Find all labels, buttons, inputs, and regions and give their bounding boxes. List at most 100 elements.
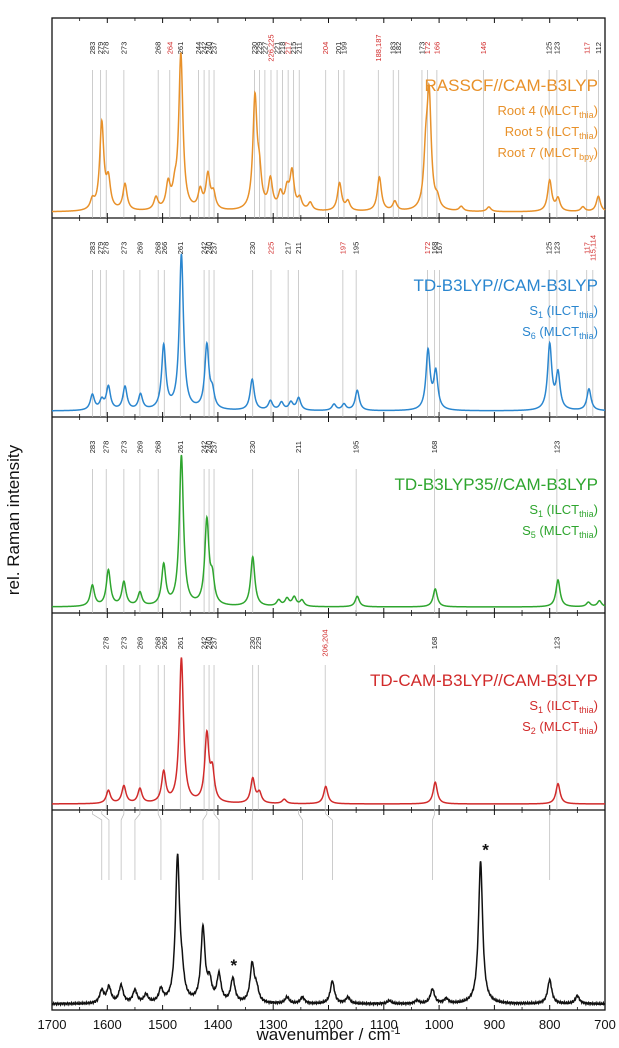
mode-label: 240 [205,242,214,255]
correlation-line [298,810,303,880]
mode-label: 261 [176,42,185,55]
mode-label: 268 [154,42,163,55]
panel-legend-entry: Root 4 (MLCTthia) [498,103,599,120]
mode-label: 195 [352,242,361,255]
x-tick-label: 1100 [370,1017,398,1032]
x-axis-label: wavenumber / cm-1 [256,1025,401,1044]
correlation-line [213,810,220,880]
mode-label: 123 [552,441,561,454]
mode-label: 242 [200,42,209,55]
mode-label: 125 [545,242,554,255]
panel-title: TD-B3LYP35//CAM-B3LYP [395,475,598,494]
mode-label: 240 [205,42,214,55]
mode-label: 188,187 [374,34,383,61]
mode-label: 211 [294,242,303,254]
mode-label: 230 [248,441,257,454]
mode-label: 268 [154,242,163,255]
mode-label: 168 [430,441,439,454]
mode-label: 112 [594,42,603,54]
mode-label: 167 [435,242,444,255]
panel-title: TD-CAM-B3LYP//CAM-B3LYP [370,671,598,690]
correlation-line [432,810,436,880]
mode-label: 237 [210,637,219,650]
mode-label: 197 [338,242,347,255]
correlation-line [120,810,125,880]
panel-legend-entry: S2 (MLCTthia) [522,719,598,736]
mode-label: 217 [284,42,293,55]
mode-label: 173 [417,42,426,55]
panel-experiment: ** [51,840,606,1007]
mode-label: 168 [430,242,439,255]
mode-label: 283 [88,441,97,454]
x-tick-label: 800 [539,1017,561,1032]
mode-label: 268 [154,441,163,454]
mode-label: 168 [430,637,439,650]
x-tick-label: 1300 [259,1017,288,1032]
mode-label: 227 [260,42,269,55]
mode-label: 183 [389,42,398,55]
mode-label: 283 [88,242,97,255]
mode-label: 279 [96,42,105,55]
mode-label: 217 [284,242,293,255]
correlation-line [134,810,141,880]
mode-label: 278 [102,242,111,255]
mode-label: 115,114 [588,235,597,261]
mode-label: 273 [119,637,128,650]
mode-label: 117 [582,42,591,54]
x-tick-label: 1200 [314,1017,343,1032]
mode-label: 261 [176,242,185,255]
mode-label: 273 [119,441,128,454]
mode-label: 199 [339,42,348,55]
panel-legend-entry: S5 (MLCTthia) [522,523,598,540]
mode-label: 229 [254,637,263,650]
mode-label: 261 [176,441,185,454]
panel-legend-entry: S1 (ILCTthia) [529,698,598,715]
mode-label: 269 [135,637,144,650]
x-tick-label: 1000 [425,1017,454,1032]
mode-label: 237 [210,42,219,55]
spectrum-line-experiment [51,853,606,1007]
mode-label: 269 [135,441,144,454]
correlation-line [92,810,103,880]
x-tick-label: 700 [594,1017,616,1032]
y-axis-label: rel. Raman intensity [4,444,23,596]
mode-label: 261 [176,637,185,650]
mode-label: 279 [96,242,105,255]
panel-title: RASSCF//CAM-B3LYP [424,76,598,95]
x-tick-label: 1500 [148,1017,177,1032]
panel-legend-entry: S6 (MLCTthia) [522,324,598,341]
mode-label: 182 [394,42,403,55]
spectrum-line-rasscf [52,52,606,213]
mode-label: 273 [119,42,128,55]
spectrum-line-tdb3lyp [51,253,606,412]
x-tick-label: 1400 [203,1017,232,1032]
correlation-line [202,810,208,880]
mode-label: 237 [210,242,219,255]
correlation-line [325,810,333,880]
mode-label: 117 [582,242,591,254]
mode-label: 211 [294,441,303,453]
mode-label: 123 [552,637,561,650]
mode-label: 244 [194,42,203,55]
artifact-star-marker: * [482,840,489,859]
panel-legend-entry: Root 5 (ILCTthia) [505,124,598,141]
mode-label: 240 [205,637,214,650]
correlation-line [251,810,254,880]
mode-label: 123 [552,42,561,55]
x-tick-label: 1600 [93,1017,122,1032]
mode-label: 283 [88,42,97,55]
mode-label: 242 [200,242,209,255]
mode-label: 201 [334,42,343,55]
mode-label: 123 [552,242,561,255]
mode-label: 166 [432,42,441,55]
panel-legend-entry: Root 7 (MLCTbpy) [498,145,599,162]
mode-label: 229 [255,42,264,55]
mode-label: 221 [273,42,282,55]
mode-label: 230 [248,242,257,255]
mode-label: 211 [295,42,304,54]
